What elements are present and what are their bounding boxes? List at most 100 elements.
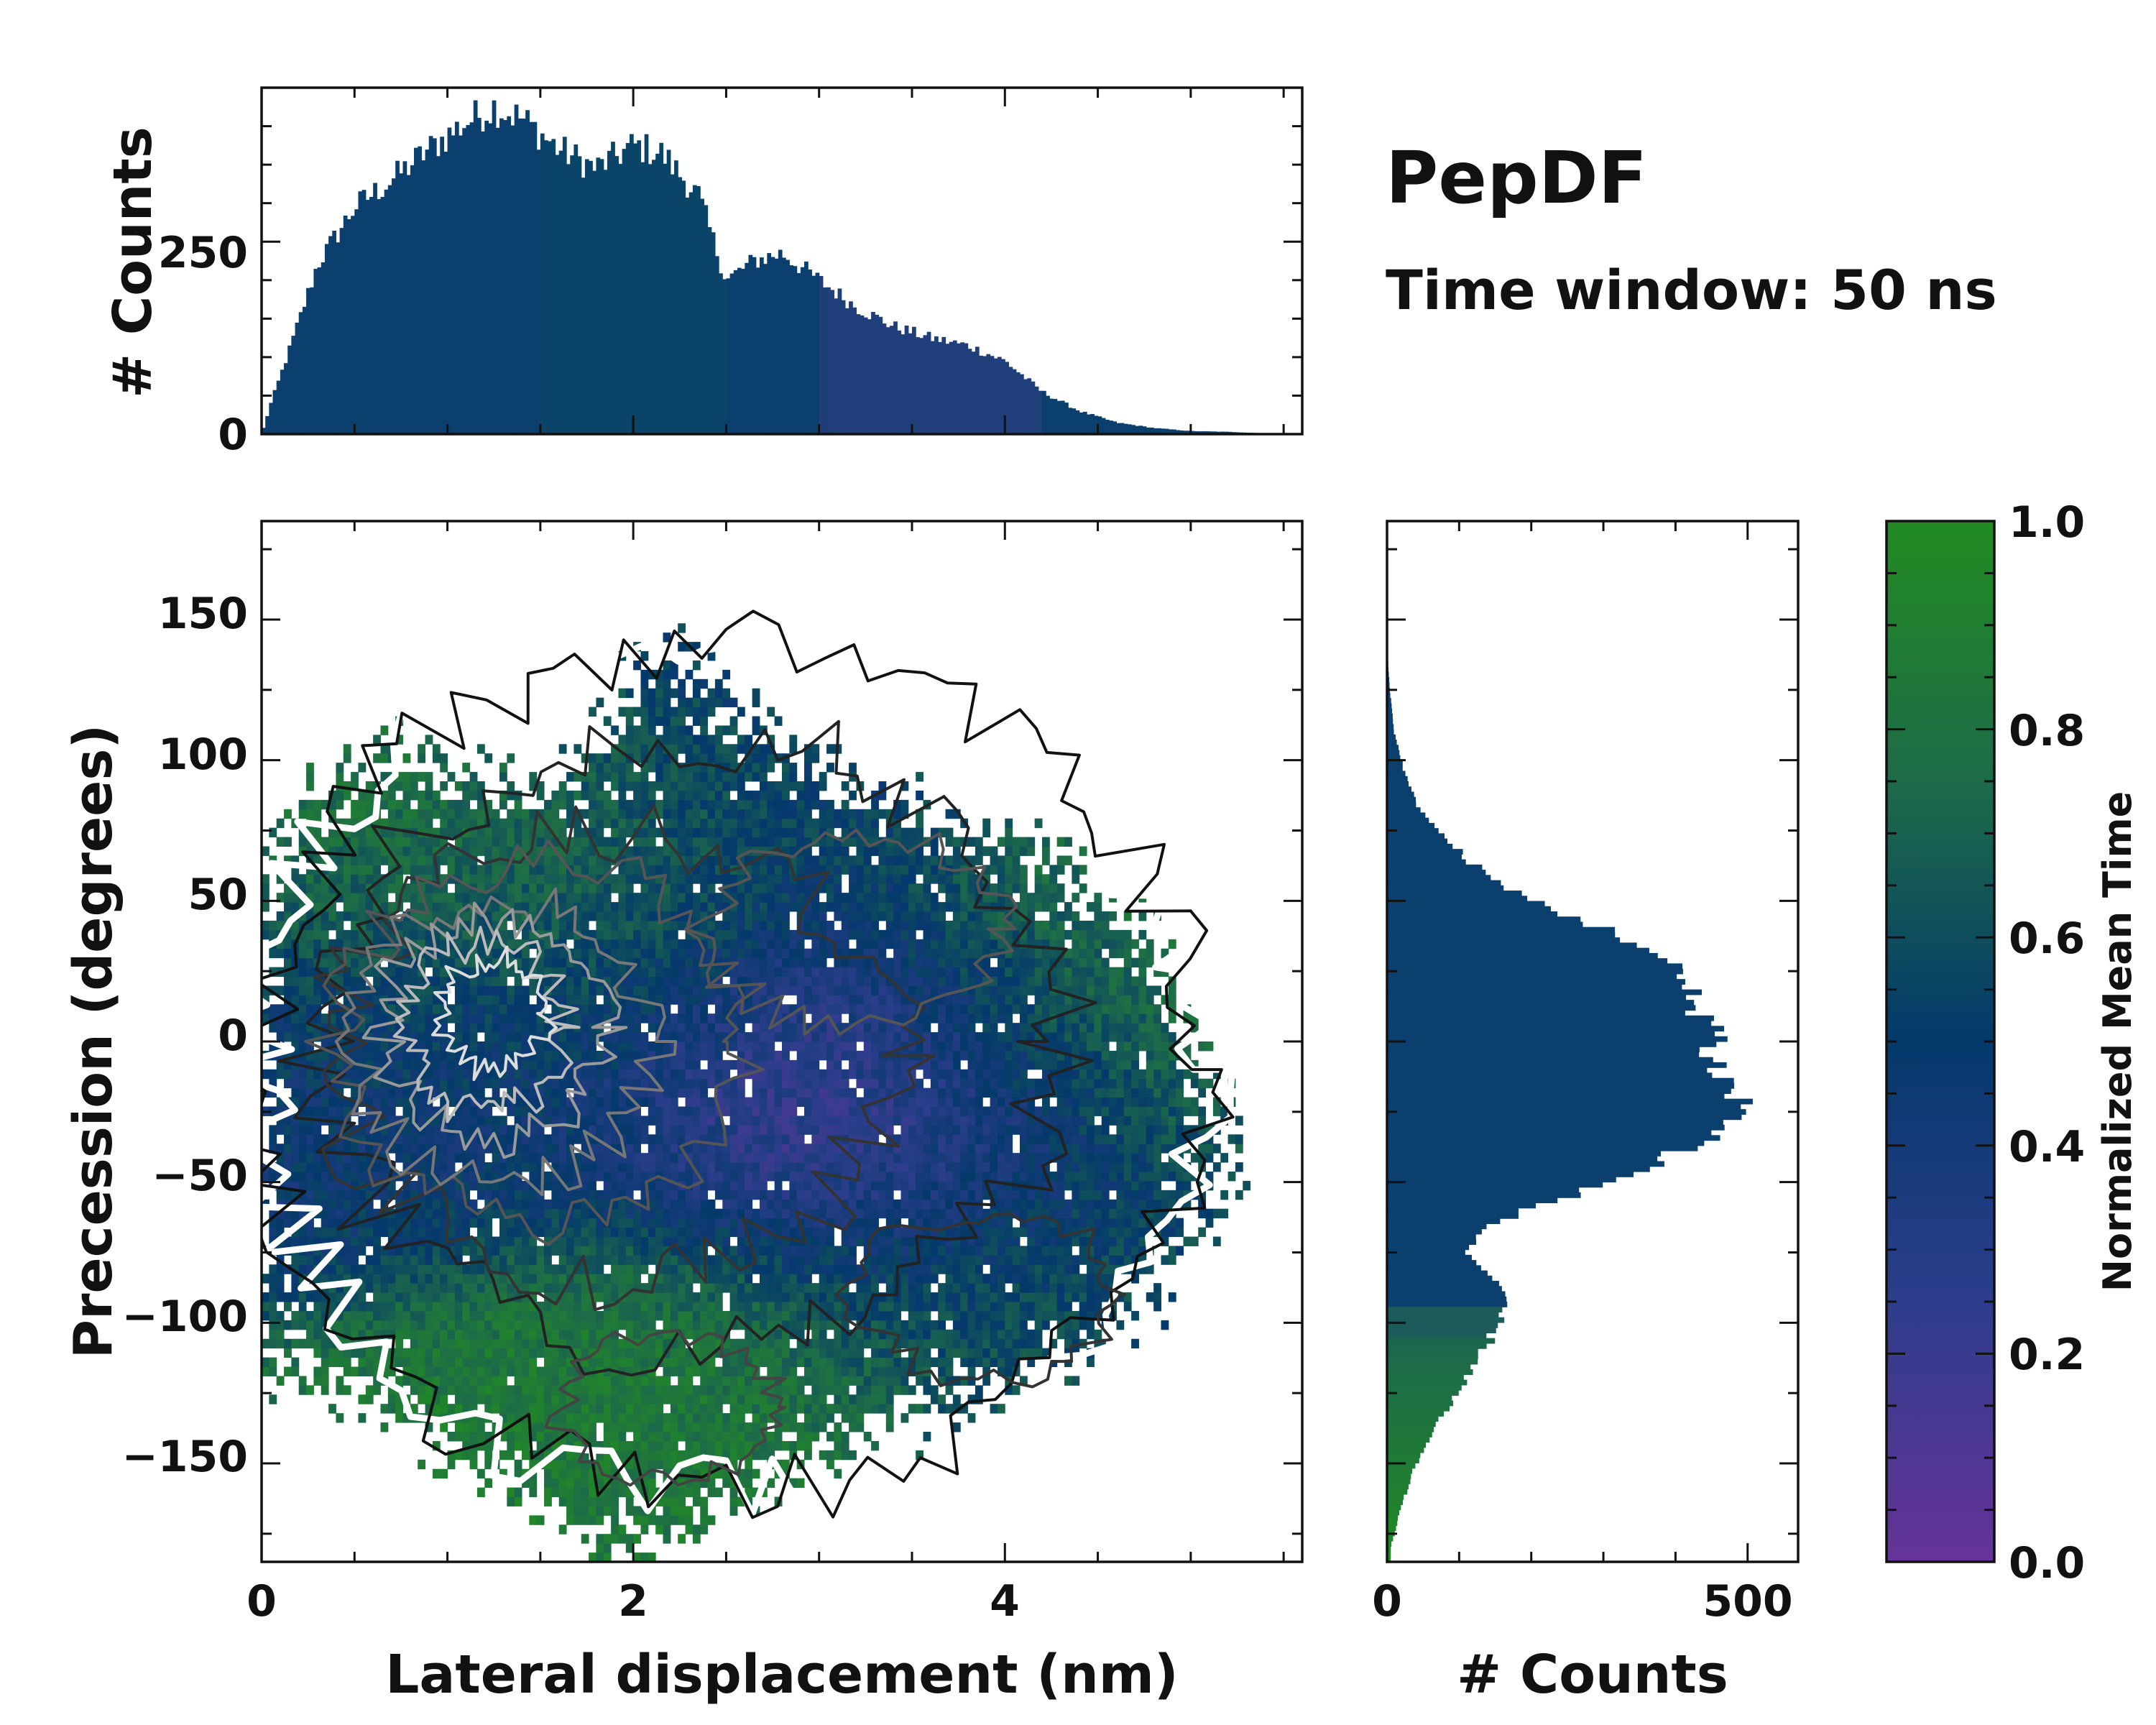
heatmap-cell <box>410 1004 418 1014</box>
heatmap-cell <box>737 1227 745 1237</box>
heatmap-cell <box>544 893 552 903</box>
heatmap-cell <box>700 1162 709 1172</box>
heatmap-cell <box>440 1338 448 1349</box>
heatmap-cell <box>618 1338 627 1349</box>
heatmap-cell <box>714 744 723 754</box>
heatmap-cell <box>618 799 627 810</box>
heatmap-cell <box>648 697 656 708</box>
heatmap-cell <box>387 1329 396 1340</box>
heatmap-cell <box>566 957 574 968</box>
heatmap-cell <box>640 790 649 801</box>
heatmap-cell <box>700 1190 709 1200</box>
heatmap-cell <box>625 939 634 949</box>
heatmap-cell <box>536 1180 545 1191</box>
heatmap-cell <box>625 1227 634 1237</box>
heatmap-cell <box>663 1032 671 1042</box>
heatmap-cell <box>365 1302 374 1312</box>
heatmap-cell <box>589 1218 596 1228</box>
heatmap-cell <box>722 1274 731 1284</box>
heatmap-cell <box>358 1357 367 1367</box>
heatmap-cell <box>670 939 678 949</box>
heatmap-cell <box>447 1292 456 1302</box>
heatmap-cell <box>358 809 367 819</box>
heatmap-cell <box>700 911 709 921</box>
heatmap-cell <box>469 1283 478 1293</box>
heatmap-cell <box>670 1329 678 1340</box>
heatmap-cell <box>558 837 567 847</box>
heatmap-cell <box>321 1310 329 1321</box>
heatmap-cell <box>611 1302 619 1312</box>
heatmap-cell <box>633 1468 641 1479</box>
heatmap-cell <box>633 1023 641 1033</box>
heatmap-cell <box>536 902 545 912</box>
heatmap-cell <box>365 920 374 931</box>
heatmap-cell <box>685 1292 694 1302</box>
heatmap-cell <box>336 939 344 949</box>
heatmap-cell <box>729 1440 738 1451</box>
heatmap-cell <box>313 874 322 884</box>
heatmap-cell <box>499 893 507 903</box>
heatmap-cell <box>536 1218 545 1228</box>
heatmap-cell <box>418 1274 426 1284</box>
heatmap-cell <box>440 855 448 865</box>
heatmap-cell <box>670 1180 678 1191</box>
heatmap-cell <box>670 1496 678 1506</box>
heatmap-cell <box>678 790 686 801</box>
heatmap-cell <box>358 883 367 893</box>
heatmap-cell <box>678 837 686 847</box>
heatmap-cell <box>328 1274 336 1284</box>
heatmap-cell <box>298 1236 307 1246</box>
heatmap-cell <box>611 1524 619 1535</box>
heatmap-cell <box>529 1004 538 1014</box>
heatmap-cell <box>447 1376 456 1386</box>
heatmap-cell <box>313 855 322 865</box>
heatmap-cell <box>633 660 641 671</box>
heatmap-cell <box>276 1032 285 1042</box>
heatmap-cell <box>655 1422 664 1432</box>
top-histogram-bar <box>793 266 798 434</box>
heatmap-cell <box>328 1264 336 1274</box>
heatmap-cell <box>507 1255 515 1265</box>
heatmap-cell <box>387 790 396 801</box>
top-histogram-bar <box>365 200 370 434</box>
heatmap-cell <box>722 1422 731 1432</box>
heatmap-cell <box>358 1274 367 1284</box>
heatmap-cell <box>729 1366 738 1376</box>
heatmap-cell <box>387 1255 396 1265</box>
heatmap-cell <box>678 678 686 689</box>
heatmap-cell <box>402 818 411 829</box>
heatmap-cell <box>440 1227 448 1237</box>
heatmap-cell <box>343 1013 351 1024</box>
heatmap-cell <box>492 1032 500 1042</box>
heatmap-cell <box>269 1227 277 1237</box>
heatmap-cell <box>596 911 604 921</box>
heatmap-cell <box>402 1087 411 1098</box>
chart-title: PepDF <box>1386 136 1647 220</box>
heatmap-cell <box>484 809 493 819</box>
heatmap-cell <box>596 1413 604 1423</box>
heatmap-cell <box>499 976 507 986</box>
heatmap-cell <box>365 1106 374 1116</box>
heatmap-cell <box>581 1338 589 1349</box>
heatmap-cell <box>454 1274 463 1284</box>
heatmap-cell <box>507 781 515 791</box>
heatmap-cell <box>351 1041 359 1052</box>
heatmap-cell <box>529 1255 538 1265</box>
heatmap-cell <box>581 1190 589 1200</box>
heatmap-cell <box>551 1302 560 1312</box>
heatmap-cell <box>402 920 411 931</box>
heatmap-cell <box>611 1459 619 1470</box>
heatmap-cell <box>522 1422 530 1432</box>
heatmap-cell <box>536 1440 545 1451</box>
heatmap-cell <box>655 865 664 875</box>
heatmap-cell <box>476 1218 485 1228</box>
heatmap-cell <box>648 1394 656 1404</box>
heatmap-cell <box>529 1338 538 1349</box>
heatmap-cell <box>351 1292 359 1302</box>
heatmap-cell <box>484 1162 493 1172</box>
heatmap-cell <box>499 790 507 801</box>
heatmap-cell <box>685 929 694 940</box>
heatmap-cell <box>573 1236 582 1246</box>
heatmap-cell <box>714 735 723 745</box>
heatmap-cell <box>581 1032 589 1042</box>
